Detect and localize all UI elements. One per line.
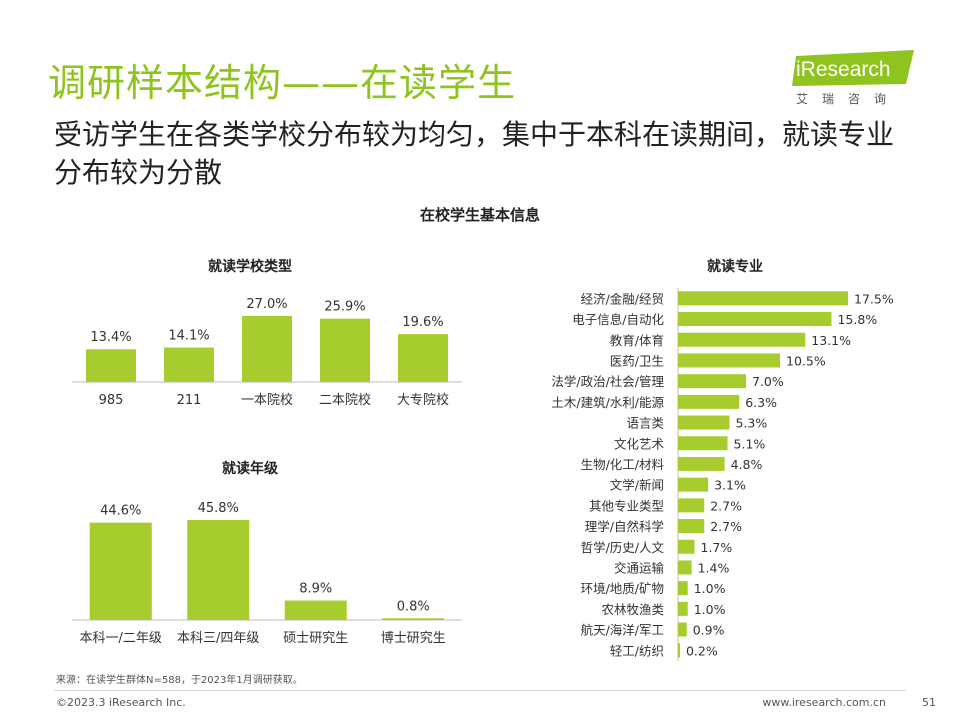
grade-chart-title: 就读年级 bbox=[222, 461, 278, 477]
website-text: www.iresearch.com.cn bbox=[762, 696, 886, 709]
school-type-chart-title: 就读学校类型 bbox=[208, 259, 292, 275]
logo-badge-shape bbox=[792, 50, 914, 86]
grade-bar bbox=[89, 522, 152, 620]
grade-data-label: 8.9% bbox=[299, 582, 332, 597]
major-data-label: 2.7% bbox=[710, 498, 742, 513]
major-category-label: 经济/金融/经贸 bbox=[581, 291, 664, 306]
major-category-label: 哲学/历史/人文 bbox=[581, 540, 665, 555]
school-type-category-label: 二本院校 bbox=[319, 392, 371, 408]
major-category-label: 其他专业类型 bbox=[589, 498, 664, 513]
school-type-bar bbox=[164, 347, 214, 382]
page-number: 51 bbox=[922, 696, 936, 709]
major-bar bbox=[678, 415, 730, 430]
school-type-data-label: 13.4% bbox=[90, 330, 131, 345]
logo-brand-text: iResearch bbox=[796, 58, 891, 81]
major-bar bbox=[678, 436, 728, 451]
major-bar bbox=[678, 456, 725, 471]
major-data-label: 0.2% bbox=[686, 643, 718, 658]
grade-bar bbox=[187, 520, 250, 620]
major-data-label: 3.1% bbox=[714, 478, 746, 493]
footer-divider bbox=[54, 690, 906, 691]
major-category-label: 农林牧渔类 bbox=[601, 602, 664, 617]
major-category-label: 航天/海洋/军工 bbox=[581, 623, 664, 638]
grade-bar bbox=[382, 618, 445, 620]
major-bar bbox=[678, 332, 806, 347]
major-data-label: 0.9% bbox=[693, 623, 725, 638]
school-type-data-label: 19.6% bbox=[402, 315, 443, 330]
school-type-data-label: 14.1% bbox=[168, 329, 209, 344]
major-category-label: 医药/卫生 bbox=[610, 353, 664, 368]
major-category-label: 交通运输 bbox=[614, 560, 665, 575]
major-bar bbox=[678, 498, 705, 513]
major-category-label: 法学/政治/社会/管理 bbox=[551, 374, 664, 389]
major-bar bbox=[678, 622, 687, 637]
major-category-label: 电子信息/自动化 bbox=[572, 312, 664, 327]
major-data-label: 15.8% bbox=[837, 312, 877, 327]
major-category-label: 文化艺术 bbox=[614, 436, 665, 451]
major-bar bbox=[678, 601, 688, 616]
iresearch-logo: iResearch 艾瑞咨询 bbox=[790, 50, 916, 108]
grade-category-label: 硕士研究生 bbox=[283, 631, 348, 646]
school-type-category-label: 一本院校 bbox=[241, 392, 293, 408]
major-data-label: 10.5% bbox=[786, 353, 826, 368]
grade-category-label: 博士研究生 bbox=[381, 631, 446, 646]
school-type-bar bbox=[320, 318, 370, 382]
major-category-label: 文学/新闻 bbox=[610, 478, 664, 493]
school-type-category-label: 大专院校 bbox=[397, 392, 449, 408]
major-data-label: 4.8% bbox=[731, 457, 763, 472]
major-bar bbox=[678, 374, 746, 389]
major-category-label: 环境/地质/矿物 bbox=[581, 581, 664, 596]
source-note: 来源：在读学生群体N=588，于2023年1月调研获取。 bbox=[56, 675, 303, 686]
grade-category-label: 本科一/二年级 bbox=[80, 631, 162, 646]
school-type-data-label: 27.0% bbox=[246, 297, 287, 312]
major-data-label: 5.1% bbox=[734, 436, 766, 451]
logo-cn-text: 艾瑞咨询 bbox=[796, 92, 901, 106]
major-data-label: 17.5% bbox=[854, 291, 894, 306]
main-chart-title: 在校学生基本信息 bbox=[419, 206, 540, 224]
school-type-category-label: 985 bbox=[99, 393, 124, 408]
major-category-label: 教育/体育 bbox=[610, 333, 664, 348]
major-data-label: 5.3% bbox=[735, 416, 767, 431]
major-data-label: 2.7% bbox=[710, 519, 742, 534]
major-bar bbox=[678, 291, 848, 306]
copyright-text: ©2023.3 iResearch Inc. bbox=[56, 696, 186, 709]
major-data-label: 6.3% bbox=[745, 395, 777, 410]
grade-data-label: 44.6% bbox=[100, 504, 141, 519]
grade-category-label: 本科三/四年级 bbox=[177, 631, 259, 646]
school-type-category-label: 211 bbox=[177, 393, 202, 408]
major-category-label: 轻工/纺织 bbox=[610, 643, 664, 658]
major-bar bbox=[678, 560, 692, 575]
major-category-label: 理学/自然科学 bbox=[585, 519, 664, 534]
major-bar bbox=[678, 394, 740, 409]
grade-bar bbox=[284, 600, 347, 620]
major-chart-title: 就读专业 bbox=[707, 259, 763, 275]
school-type-data-label: 25.9% bbox=[324, 300, 365, 315]
major-bar bbox=[678, 539, 695, 554]
major-data-label: 13.1% bbox=[811, 333, 851, 348]
page-title: 调研样本结构——在读学生 bbox=[48, 61, 517, 105]
school-type-bar bbox=[242, 316, 292, 382]
grade-data-label: 0.8% bbox=[397, 599, 430, 614]
major-bar bbox=[678, 643, 680, 658]
major-data-label: 1.7% bbox=[701, 540, 733, 555]
major-category-label: 生物/化工/材料 bbox=[581, 457, 665, 472]
major-bar bbox=[678, 312, 832, 327]
major-bar bbox=[678, 477, 709, 492]
page-subtitle: 受访学生在各类学校分布较为均匀，集中于本科在读期间，就读专业分布较为分散 bbox=[54, 118, 895, 189]
school-type-bar bbox=[86, 349, 136, 382]
major-bar bbox=[678, 519, 705, 534]
major-data-label: 7.0% bbox=[752, 374, 784, 389]
major-category-label: 语言类 bbox=[626, 416, 664, 431]
major-data-label: 1.4% bbox=[698, 560, 730, 575]
grade-data-label: 45.8% bbox=[198, 501, 239, 516]
school-type-bar bbox=[398, 334, 448, 382]
major-bar bbox=[678, 581, 688, 596]
major-data-label: 1.0% bbox=[694, 602, 726, 617]
major-bar bbox=[678, 353, 780, 368]
major-category-label: 土木/建筑/水利/能源 bbox=[551, 395, 664, 410]
major-data-label: 1.0% bbox=[694, 581, 726, 596]
